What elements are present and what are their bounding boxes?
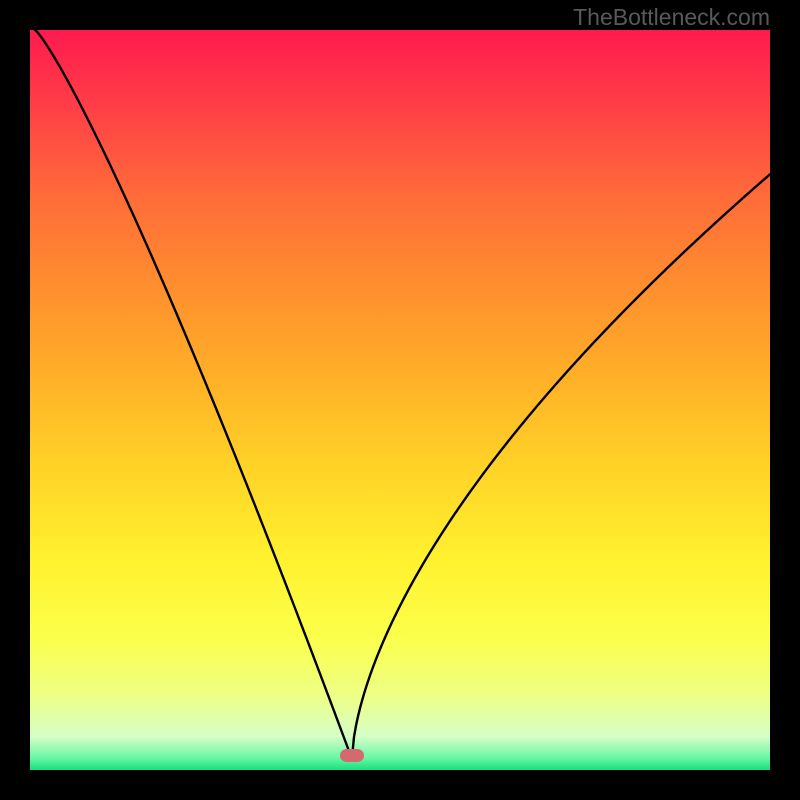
chart-frame: TheBottleneck.com — [0, 0, 800, 800]
bottleneck-curve — [35, 30, 770, 759]
watermark-text: TheBottleneck.com — [573, 4, 770, 31]
apex-marker — [340, 749, 364, 762]
plot-area — [30, 30, 770, 770]
curve-svg — [30, 30, 770, 770]
